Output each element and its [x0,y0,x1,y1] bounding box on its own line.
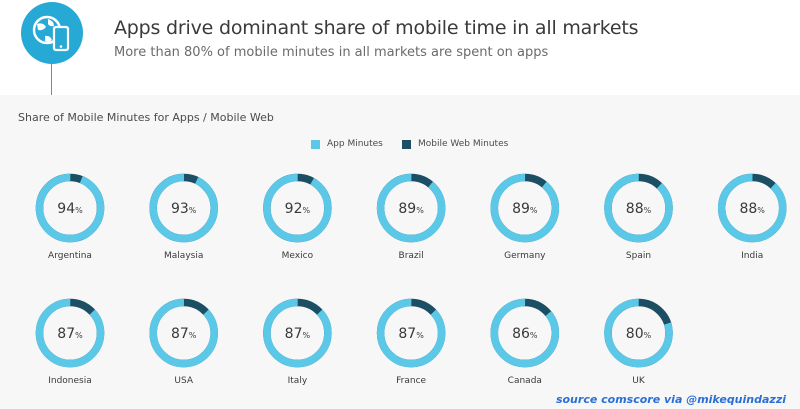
donut-app-slice [376,173,446,243]
donut-france: 87% France [376,298,446,386]
legend-label-web: Mobile Web Minutes [418,139,509,149]
donut-mexico: 92% Mexico [263,173,332,261]
donut-app-slice [35,173,105,243]
donut-app-slice [149,298,218,368]
country-label: India [741,251,763,261]
country-label: Canada [508,376,542,386]
icon-connector-line [51,64,52,95]
donut-value-label: 87% [57,326,83,342]
donut-value-label: 89% [398,201,424,217]
donut-brazil: 89% Brazil [376,173,446,261]
chart-panel [0,95,800,409]
country-label: Mexico [282,251,314,261]
donut-app-slice [604,298,673,368]
header: Apps drive dominant share of mobile time… [0,0,800,95]
donut-value-label: 92% [285,201,311,217]
donut-value-label: 94% [57,201,83,217]
legend-item-web: Mobile Web Minutes [402,137,508,151]
donut-app-slice [490,298,560,368]
donut-value-label: 89% [512,201,538,217]
donut-italy: 87% Italy [263,298,332,386]
donut-app-slice [149,173,218,243]
donut-value-label: 88% [739,201,765,217]
country-label: Spain [626,251,651,261]
donut-value-label: 93% [171,201,197,217]
donut-uk: 80% UK [604,298,673,386]
donut-usa: 87% USA [149,298,218,386]
country-label: USA [174,376,193,386]
donut-argentina: 94% Argentina [35,173,105,261]
donut-canada: 86% Canada [490,298,560,386]
donut-app-slice [35,298,105,368]
legend-item-app: App Minutes [311,137,383,151]
donut-value-label: 87% [171,326,197,342]
donut-indonesia: 87% Indonesia [35,298,105,386]
country-label: Argentina [48,251,92,261]
donut-app-slice [263,173,332,243]
page-subtitle: More than 80% of mobile minutes in all m… [114,45,549,60]
donut-spain: 88% Spain [604,173,673,261]
donut-app-slice [263,298,332,368]
country-label: Malaysia [164,251,203,261]
legend-swatch-web [402,139,411,149]
donut-india: 88% India [717,173,787,261]
donut-value-label: 87% [285,326,311,342]
country-label: Brazil [399,251,424,261]
donut-app-slice [376,298,446,368]
donut-germany: 89% Germany [490,173,560,261]
donut-value-label: 86% [512,326,538,342]
chart-title: Share of Mobile Minutes for Apps / Mobil… [18,111,274,124]
donut-malaysia: 93% Malaysia [149,173,218,261]
country-label: Italy [288,376,308,386]
country-label: France [396,376,426,386]
globe-phone-icon [21,2,83,64]
country-label: UK [632,376,646,386]
page-title: Apps drive dominant share of mobile time… [114,17,639,39]
source-credit: source comscore via @mikequindazzi [555,393,786,406]
donut-value-label: 87% [398,326,424,342]
donut-value-label: 88% [626,201,652,217]
legend-swatch-app [311,139,320,149]
country-label: Indonesia [48,376,92,386]
donut-value-label: 80% [626,326,652,342]
legend-label-app: App Minutes [327,139,383,149]
country-label: Germany [504,251,546,261]
